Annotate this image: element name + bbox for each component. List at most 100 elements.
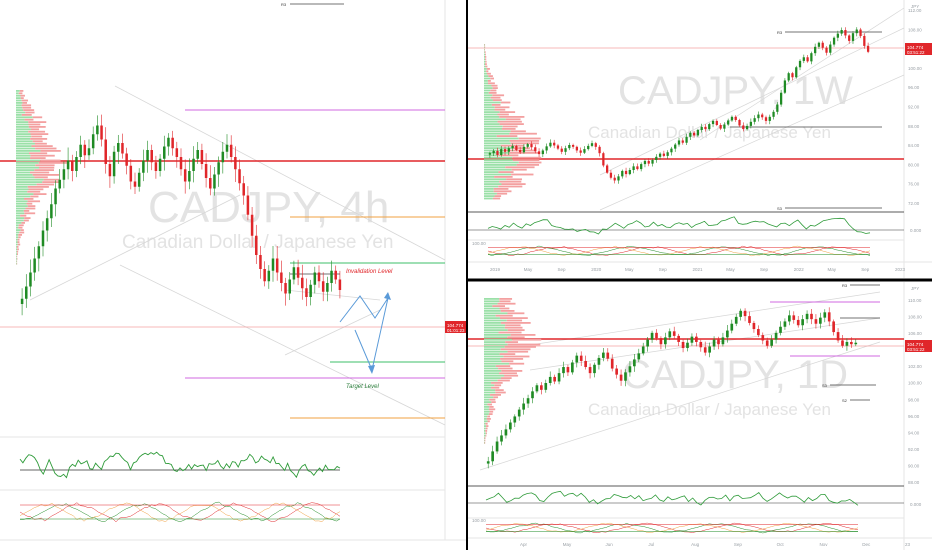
tr-vp-buy: [484, 87, 493, 89]
left-vp-buy: [16, 154, 31, 157]
tr-vp-sell: [485, 63, 487, 65]
tr-vp-sell: [485, 53, 486, 56]
left-vp-sell: [16, 250, 19, 253]
br-vp-buy: [484, 365, 496, 367]
br-vp-sell: [488, 413, 493, 415]
left-r3-label: R3: [281, 2, 287, 7]
tr-candle: [689, 132, 692, 137]
br-x-tick: Aug: [691, 542, 700, 547]
br-vp-sell: [488, 408, 496, 411]
tr-candle: [791, 73, 794, 78]
left-vp-sell: [32, 140, 43, 143]
left-candle: [234, 157, 237, 170]
left-candle: [229, 144, 233, 157]
tr-y-tick: 80.00: [908, 162, 920, 167]
left-chart-4h[interactable]: CADJPY, 4h Canadian Dollar / Japanese Ye…: [0, 0, 466, 541]
tr-vp-buy: [484, 183, 502, 185]
br-candle: [677, 335, 680, 342]
br-candle: [748, 316, 751, 323]
top-right-chart-1w[interactable]: CADJPY, 1W Canadian Dollar / Japanese Ye…: [468, 0, 932, 278]
tr-candle: [704, 126, 707, 130]
tr-vp-sell: [488, 82, 495, 85]
tr-candle: [761, 114, 764, 118]
left-vp-sell: [40, 159, 61, 162]
br-vp-buy: [484, 298, 500, 300]
br-vp-sell: [491, 386, 500, 389]
br-vp-sell: [485, 422, 488, 425]
br-vp-sell: [487, 403, 493, 406]
tr-vp-sell: [506, 178, 522, 181]
br-candle: [575, 355, 579, 363]
tr-candle: [783, 80, 787, 93]
tr-candle: [522, 146, 526, 153]
br-candle: [841, 340, 844, 346]
left-vp-sell: [24, 217, 31, 219]
tr-vp-sell: [509, 140, 540, 142]
br-candle: [659, 338, 663, 345]
left-vp-sell: [28, 188, 44, 191]
tr-candle: [802, 57, 805, 61]
left-candle: [171, 137, 174, 149]
left-candle: [75, 157, 78, 171]
tr-vp-buy: [484, 111, 500, 113]
left-candle: [150, 150, 153, 163]
br-candle: [703, 347, 707, 353]
br-vp-buy: [484, 434, 486, 437]
left-candle: [309, 284, 312, 297]
tr-candles: [488, 27, 870, 184]
left-vp-sell: [23, 198, 34, 200]
br-x-tick: Sep: [734, 542, 743, 547]
br-vp-buy: [484, 326, 505, 329]
br-osc-tick-2: 100.00: [472, 518, 486, 523]
left-candle: [100, 125, 103, 140]
left-vp-sell: [19, 90, 24, 92]
br-candle: [814, 319, 818, 324]
br-candle: [717, 339, 720, 345]
left-vp-sell: [30, 138, 48, 140]
br-vp-sell: [493, 396, 499, 399]
br-candle: [495, 441, 499, 452]
br-vp-buy: [484, 348, 501, 351]
tr-candle: [496, 150, 499, 155]
left-vp-buy: [16, 176, 35, 179]
tr-candle: [670, 148, 673, 153]
br-vp-buy: [484, 437, 485, 439]
left-vp-buy: [16, 253, 17, 255]
br-candle: [752, 322, 756, 330]
tr-candle: [519, 150, 522, 153]
tr-candle: [587, 145, 590, 150]
br-candle: [650, 332, 654, 340]
br-candle: [690, 336, 694, 343]
tr-y-tick: 72.00: [908, 201, 920, 206]
tr-vp-sell: [490, 89, 497, 92]
br-y-tick: 96.00: [908, 414, 920, 419]
tr-vp-buy: [484, 118, 506, 121]
left-vp-buy: [16, 248, 18, 251]
left-vp-buy: [16, 250, 17, 253]
tr-x-tick: May: [726, 267, 735, 272]
tr-vp-buy: [484, 99, 493, 101]
left-projection-path: [339, 295, 389, 372]
tr-vp-buy: [484, 104, 492, 106]
tr-osc2-line: [487, 245, 871, 256]
br-candle: [854, 342, 858, 345]
br-candle: [597, 357, 601, 365]
left-vp-sell: [16, 253, 18, 255]
tr-candle: [568, 145, 571, 149]
tr-candle: [549, 142, 552, 147]
tr-vp-buy: [484, 94, 493, 97]
br-vp-buy: [484, 386, 492, 389]
br-x-tick: Nov: [819, 542, 828, 547]
tr-vp-buy: [484, 63, 486, 65]
left-vp-sell: [16, 246, 19, 248]
left-vp-buy: [16, 145, 32, 147]
br-watermark-symbol: CADJPY, 1D: [622, 353, 848, 397]
left-candle: [242, 183, 245, 196]
br-vp-buy: [484, 391, 496, 394]
tr-candle: [647, 160, 650, 164]
tr-vp-sell: [499, 180, 522, 183]
br-time-axis: Apr May Jun Jul Aug Sep Oct Nov Dec 23: [520, 542, 911, 547]
bottom-right-chart-1d[interactable]: CADJPY, 1D Canadian Dollar / Japanese Ye…: [468, 282, 932, 550]
tr-vp-buy: [484, 70, 487, 73]
left-vp-buy: [16, 207, 26, 210]
